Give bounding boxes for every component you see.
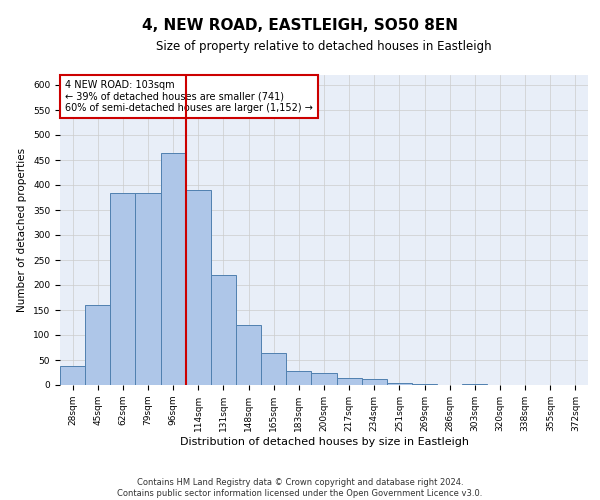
Bar	[362, 379, 387, 385]
Bar	[462, 384, 487, 385]
Bar	[286, 371, 311, 385]
Text: Contains HM Land Registry data © Crown copyright and database right 2024.
Contai: Contains HM Land Registry data © Crown c…	[118, 478, 482, 498]
Text: 4 NEW ROAD: 103sqm
← 39% of detached houses are smaller (741)
60% of semi-detach: 4 NEW ROAD: 103sqm ← 39% of detached hou…	[65, 80, 313, 113]
Bar	[337, 378, 362, 385]
Bar	[136, 192, 161, 385]
Bar	[211, 275, 236, 385]
Bar	[412, 384, 437, 385]
Bar	[512, 384, 538, 385]
Bar	[85, 305, 110, 385]
Bar	[261, 352, 286, 385]
X-axis label: Distribution of detached houses by size in Eastleigh: Distribution of detached houses by size …	[179, 436, 469, 446]
Bar	[387, 382, 412, 385]
Bar	[236, 325, 261, 385]
Bar	[60, 366, 85, 385]
Text: 4, NEW ROAD, EASTLEIGH, SO50 8EN: 4, NEW ROAD, EASTLEIGH, SO50 8EN	[142, 18, 458, 32]
Bar	[186, 190, 211, 385]
Bar	[161, 152, 186, 385]
Bar	[311, 372, 337, 385]
Bar	[110, 192, 136, 385]
Y-axis label: Number of detached properties: Number of detached properties	[17, 148, 28, 312]
Title: Size of property relative to detached houses in Eastleigh: Size of property relative to detached ho…	[156, 40, 492, 53]
